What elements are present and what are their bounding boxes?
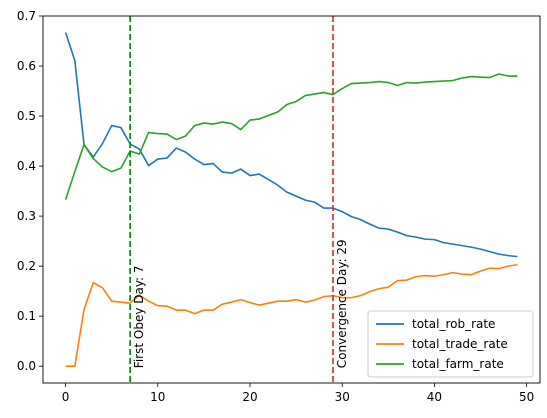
- y-tick-label: 0.6: [17, 59, 36, 73]
- plot-area: First Obey Day: 7 Convergence Day: 29: [64, 16, 518, 383]
- y-axis-ticks: 0.0 0.1 0.2 0.3 0.4 0.5 0.6 0.7: [17, 9, 43, 373]
- y-tick-label: 0.2: [17, 259, 36, 273]
- legend-label: total_farm_rate: [412, 357, 504, 371]
- legend-label: total_rob_rate: [412, 317, 495, 331]
- legend-label: total_trade_rate: [412, 337, 508, 351]
- y-tick-label: 0.3: [17, 209, 36, 223]
- vline-label-0: First Obey Day: 7: [132, 265, 146, 368]
- series-line-total-trade-rate: [65, 263, 518, 367]
- plot-frame: [42, 15, 541, 384]
- x-axis-ticks: 0 10 20 30 40 50: [62, 383, 534, 404]
- x-tick-label: 50: [519, 390, 534, 404]
- y-tick-label: 0.0: [17, 359, 36, 373]
- legend-box: [367, 310, 534, 378]
- x-tick-label: 30: [335, 390, 350, 404]
- y-tick-label: 0.7: [17, 9, 36, 23]
- y-tick-label: 0.1: [17, 309, 36, 323]
- x-tick-label: 10: [150, 390, 165, 404]
- x-tick-label: 0: [62, 390, 70, 404]
- y-tick-label: 0.5: [17, 109, 36, 123]
- x-tick-label: 40: [427, 390, 442, 404]
- legend: total_rob_rate total_trade_rate total_farm…: [367, 310, 534, 378]
- x-tick-label: 20: [242, 390, 257, 404]
- series-line-total-farm-rate: [64, 73, 518, 200]
- y-tick-label: 0.4: [17, 159, 36, 173]
- vline-label-1: Convergence Day: 29: [335, 239, 349, 368]
